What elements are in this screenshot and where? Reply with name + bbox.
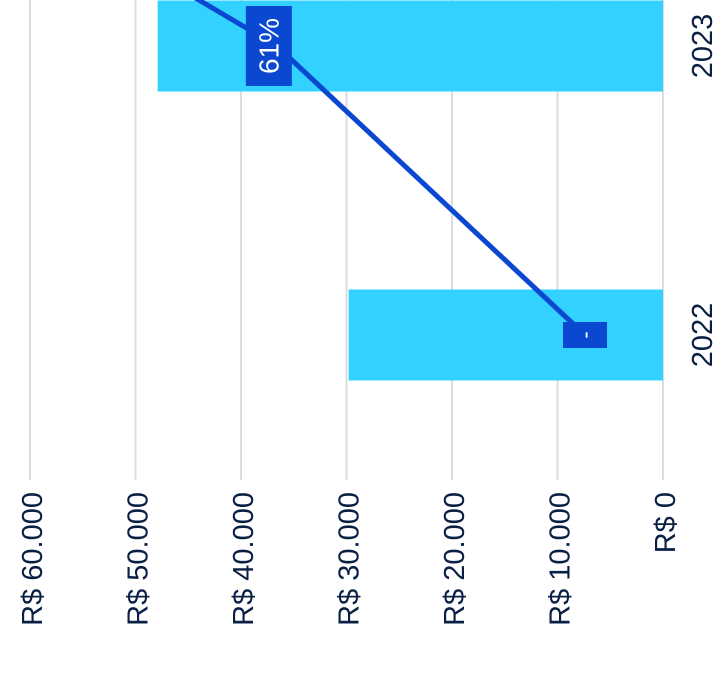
- data-label: -: [573, 331, 598, 338]
- value-tick-label: R$ 60.000: [17, 492, 49, 626]
- category-axis: 2022 2023: [687, 14, 713, 368]
- category-label: 2023: [687, 14, 713, 79]
- data-label-box: [245, 6, 292, 86]
- bar: [157, 0, 663, 92]
- value-tick-label: R$ 0: [650, 492, 682, 553]
- data-label-box: [563, 322, 607, 348]
- value-axis: R$ 0 R$ 10.000 R$ 20.000 R$ 30.000 R$ 40.000…: [17, 492, 682, 626]
- bar: [348, 289, 663, 381]
- category-label: 2022: [687, 303, 713, 368]
- data-labels: - 61%: [245, 6, 607, 348]
- value-tick-label: R$ 20.000: [439, 492, 471, 626]
- value-tick-label: R$ 40.000: [228, 492, 260, 626]
- data-label: 61%: [253, 18, 284, 74]
- bars: [157, 0, 663, 381]
- value-tick-label: R$ 10.000: [545, 492, 577, 626]
- value-tick-label: R$ 50.000: [123, 492, 155, 626]
- value-tick-label: R$ 30.000: [334, 492, 366, 626]
